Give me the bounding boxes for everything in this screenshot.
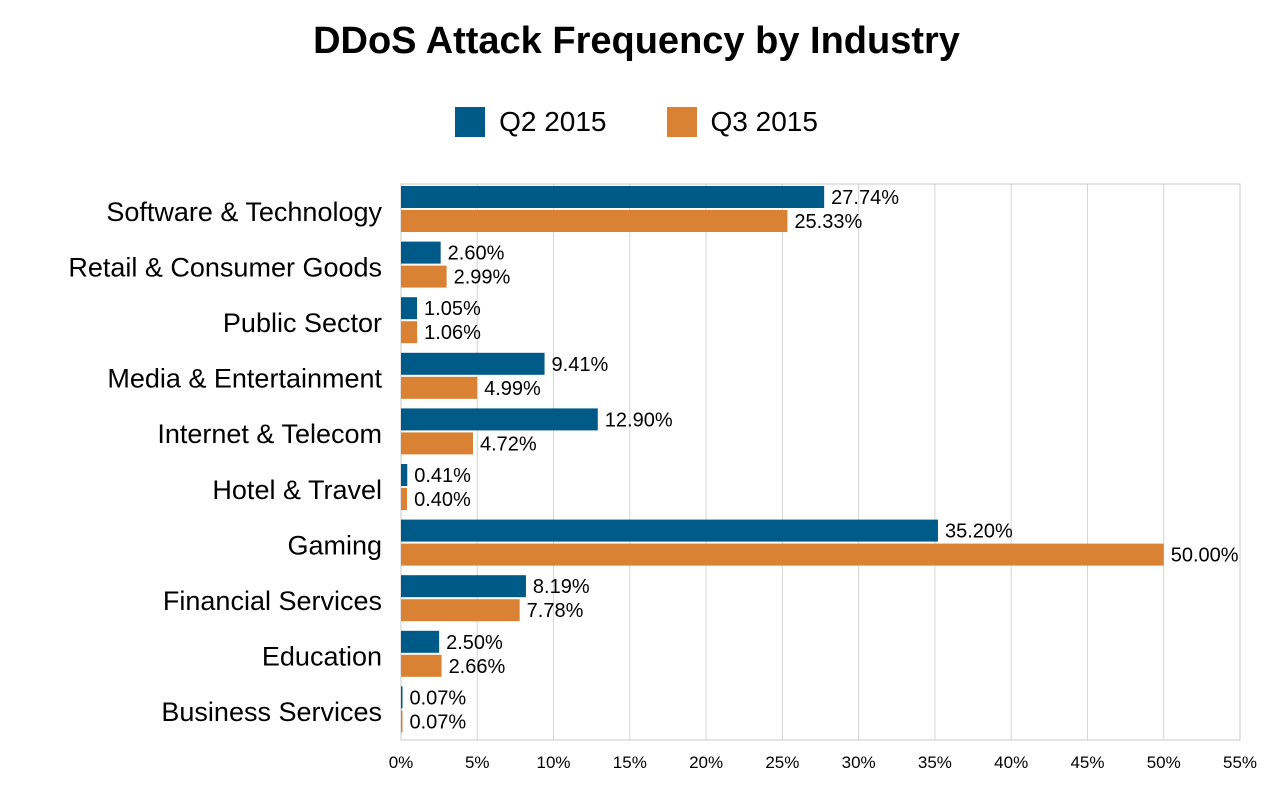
bar bbox=[401, 543, 1164, 566]
bar bbox=[401, 241, 441, 264]
x-tick-label: 30% bbox=[842, 753, 876, 772]
bar bbox=[401, 464, 408, 486]
bar bbox=[401, 519, 938, 542]
x-tick-label: 10% bbox=[537, 753, 571, 772]
bar bbox=[401, 186, 825, 208]
legend-item-q3: Q3 2015 bbox=[666, 106, 818, 138]
x-tick-label: 45% bbox=[1070, 753, 1104, 772]
chart-title: DDoS Attack Frequency by Industry bbox=[313, 20, 960, 62]
bar bbox=[401, 432, 474, 455]
bar bbox=[401, 210, 788, 232]
category-label: Software & Technology bbox=[106, 197, 382, 227]
category-label: Education bbox=[262, 642, 382, 672]
category-label: Media & Entertainment bbox=[107, 364, 382, 394]
legend: Q2 2015 Q3 2015 bbox=[0, 106, 1273, 138]
category-label: Public Sector bbox=[223, 308, 382, 338]
legend-item-q2: Q2 2015 bbox=[455, 106, 607, 138]
data-label: 35.20% bbox=[945, 521, 1013, 543]
bar bbox=[401, 408, 598, 431]
data-label: 4.99% bbox=[484, 378, 541, 400]
bar bbox=[401, 599, 520, 622]
bar bbox=[401, 376, 478, 399]
data-label: 7.78% bbox=[527, 600, 584, 622]
legend-swatch-q2 bbox=[455, 107, 486, 137]
data-label: 27.74% bbox=[831, 187, 899, 209]
category-label: Internet & Telecom bbox=[157, 419, 382, 449]
data-label: 1.06% bbox=[424, 322, 481, 344]
legend-swatch-q3 bbox=[666, 107, 697, 137]
bar bbox=[401, 630, 440, 653]
x-tick-label: 0% bbox=[389, 753, 414, 772]
category-label: Retail & Consumer Goods bbox=[68, 252, 382, 282]
x-tick-label: 55% bbox=[1223, 753, 1257, 772]
bar bbox=[401, 265, 447, 288]
bar bbox=[401, 575, 526, 598]
bar bbox=[401, 686, 403, 709]
x-tick-label: 25% bbox=[765, 753, 799, 772]
data-label: 0.07% bbox=[410, 687, 467, 709]
category-label: Financial Services bbox=[163, 586, 382, 616]
x-tick-label: 5% bbox=[465, 753, 490, 772]
data-label: 1.05% bbox=[424, 298, 481, 320]
bar bbox=[401, 352, 545, 375]
x-tick-label: 40% bbox=[994, 753, 1028, 772]
legend-label-q2: Q2 2015 bbox=[499, 106, 607, 137]
x-tick-label: 50% bbox=[1147, 753, 1181, 772]
data-label: 2.66% bbox=[449, 656, 506, 678]
data-label: 2.99% bbox=[454, 267, 511, 289]
data-label: 9.41% bbox=[552, 354, 609, 376]
bar bbox=[401, 321, 418, 344]
bar bbox=[401, 710, 403, 733]
data-label: 0.40% bbox=[414, 489, 471, 511]
data-label: 4.72% bbox=[480, 433, 537, 455]
bar bbox=[401, 654, 442, 677]
bar bbox=[401, 488, 408, 510]
data-label: 0.41% bbox=[414, 465, 471, 487]
data-label: 2.50% bbox=[446, 632, 503, 654]
bar bbox=[401, 297, 418, 320]
data-label: 0.07% bbox=[410, 711, 467, 733]
data-label: 25.33% bbox=[794, 211, 862, 233]
category-label: Business Services bbox=[161, 697, 382, 727]
legend-label-q3: Q3 2015 bbox=[710, 106, 818, 137]
data-label: 50.00% bbox=[1171, 545, 1239, 567]
x-tick-label: 35% bbox=[918, 753, 952, 772]
plot-frame bbox=[400, 183, 1241, 741]
category-label: Hotel & Travel bbox=[212, 475, 382, 505]
x-tick-label: 15% bbox=[613, 753, 647, 772]
data-label: 12.90% bbox=[605, 409, 673, 431]
x-tick-label: 20% bbox=[689, 753, 723, 772]
category-label: Gaming bbox=[287, 530, 382, 560]
data-label: 2.60% bbox=[448, 243, 505, 265]
data-label: 8.19% bbox=[533, 576, 590, 598]
